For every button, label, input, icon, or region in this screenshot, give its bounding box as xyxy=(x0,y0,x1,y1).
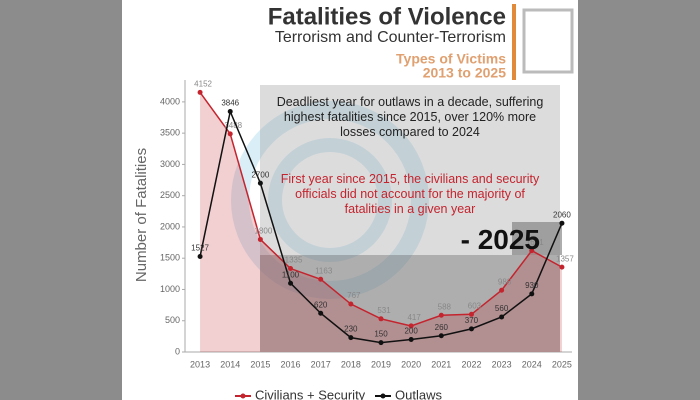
legend-swatch xyxy=(240,393,246,399)
annotation: Deadliest year for outlaws in a decade, … xyxy=(276,95,544,139)
point xyxy=(257,236,263,242)
point xyxy=(529,248,535,254)
x-tick-label: 2017 xyxy=(311,359,331,369)
point xyxy=(348,335,354,341)
area xyxy=(200,92,562,353)
value-label: 1163 xyxy=(315,266,333,275)
annotation: First year since 2015, the civilians and… xyxy=(280,172,540,216)
value-label: 767 xyxy=(347,291,361,300)
point xyxy=(468,326,474,332)
x-tick-label: 2024 xyxy=(522,359,542,369)
side-title: Types of Victims xyxy=(396,51,506,67)
y-tick-label: 3500 xyxy=(160,128,180,138)
x-tick-label: 2014 xyxy=(220,359,240,369)
value-label: 417 xyxy=(407,313,421,322)
panel xyxy=(122,0,578,400)
point xyxy=(378,340,384,346)
title-bar xyxy=(512,4,516,80)
point xyxy=(197,89,203,95)
highlight-box xyxy=(512,222,562,255)
value-label: 1100 xyxy=(282,270,300,279)
point xyxy=(288,280,294,286)
value-label: 3488 xyxy=(224,121,242,130)
legend-swatch xyxy=(380,393,386,399)
point xyxy=(559,220,565,226)
value-label: 150 xyxy=(374,330,388,339)
value-label: 1357 xyxy=(556,254,574,263)
point xyxy=(438,312,444,318)
blur-side xyxy=(578,0,700,400)
point xyxy=(499,287,505,293)
point xyxy=(468,311,474,317)
value-label: 531 xyxy=(377,306,391,315)
x-tick-label: 2015 xyxy=(250,359,270,369)
y-tick-label: 2500 xyxy=(160,190,180,200)
value-label: 1335 xyxy=(285,256,303,265)
x-tick-label: 2021 xyxy=(431,359,451,369)
x-tick-label: 2022 xyxy=(461,359,481,369)
value-label: 603 xyxy=(468,301,482,310)
blur-side xyxy=(0,0,122,400)
legend-label: Outlaws xyxy=(395,387,442,400)
point xyxy=(378,316,384,322)
point xyxy=(408,323,414,329)
annotation-year: - 2025 xyxy=(460,224,540,255)
value-label: 260 xyxy=(435,323,449,332)
value-label: 620 xyxy=(314,300,328,309)
point xyxy=(438,333,444,339)
point xyxy=(318,276,324,282)
point xyxy=(559,264,565,270)
point xyxy=(529,291,535,297)
value-label: 1621 xyxy=(526,238,544,247)
y-tick-label: 3000 xyxy=(160,159,180,169)
point xyxy=(197,254,203,260)
value-label: 3846 xyxy=(221,99,239,108)
subtitle: Terrorism and Counter-Terrorism xyxy=(275,29,506,46)
value-label: 2060 xyxy=(553,210,571,219)
legend-label: Civilians + Security xyxy=(255,387,366,400)
value-label: 200 xyxy=(404,327,418,336)
point xyxy=(348,301,354,307)
watermark xyxy=(231,101,429,299)
value-label: 230 xyxy=(344,325,358,334)
x-tick-label: 2019 xyxy=(371,359,391,369)
point xyxy=(318,310,324,316)
value-label: 930 xyxy=(525,281,539,290)
y-tick-label: 500 xyxy=(165,315,180,325)
value-label: 1527 xyxy=(191,244,209,253)
y-tick-label: 1500 xyxy=(160,253,180,263)
x-tick-label: 2023 xyxy=(492,359,512,369)
highlight-box xyxy=(260,85,560,352)
y-tick-label: 0 xyxy=(175,346,180,356)
y-axis-label: Number of Fatalities xyxy=(133,148,150,282)
point xyxy=(288,266,294,272)
x-tick-label: 2018 xyxy=(341,359,361,369)
point xyxy=(499,314,505,320)
value-label: 4152 xyxy=(194,79,212,88)
value-label: 1800 xyxy=(254,227,272,236)
doc-icon xyxy=(522,8,574,74)
x-tick-label: 2013 xyxy=(190,359,210,369)
point xyxy=(408,336,414,342)
watermark xyxy=(268,138,392,262)
title: Fatalities of Violence xyxy=(268,3,506,30)
point xyxy=(257,180,263,186)
x-tick-label: 2016 xyxy=(281,359,301,369)
value-label: 588 xyxy=(438,302,452,311)
point xyxy=(227,131,233,137)
y-tick-label: 2000 xyxy=(160,221,180,231)
value-label: 2700 xyxy=(251,170,269,179)
y-tick-label: 4000 xyxy=(160,96,180,106)
point xyxy=(227,109,233,115)
x-tick-label: 2020 xyxy=(401,359,421,369)
side-subtitle: 2013 to 2025 xyxy=(423,65,506,81)
value-label: 370 xyxy=(465,316,479,325)
y-tick-label: 1000 xyxy=(160,284,180,294)
value-label: 560 xyxy=(495,304,509,313)
x-tick-label: 2025 xyxy=(552,359,572,369)
value-label: 988 xyxy=(498,277,512,286)
